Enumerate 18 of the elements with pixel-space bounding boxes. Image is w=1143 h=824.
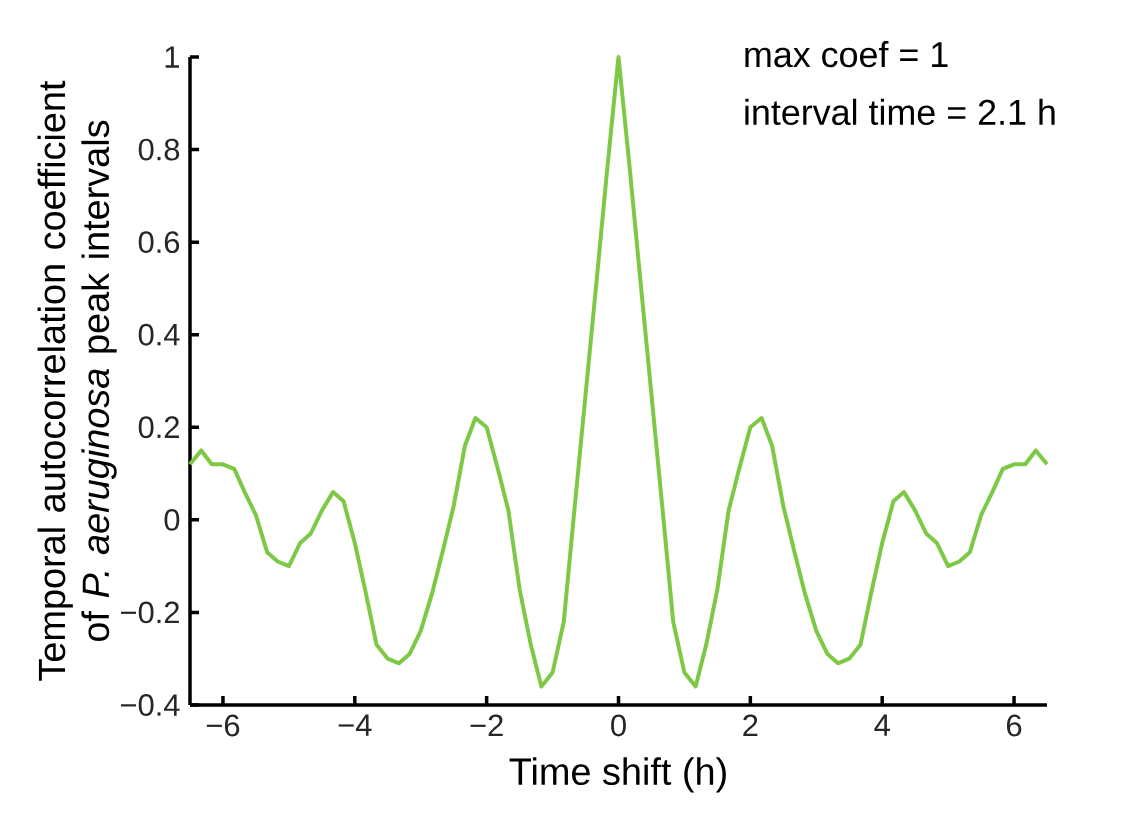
y-tick-label: 0.8: [138, 138, 180, 161]
y-tick-label: −0.4: [121, 694, 180, 716]
x-axis-title: Time shift (h): [509, 757, 726, 793]
x-tick-label: −2: [470, 714, 503, 737]
y-tick-label: 0: [164, 508, 180, 531]
x-tick-label: 4: [874, 714, 890, 736]
annotation: max coef = 1: [745, 41, 948, 68]
y-tick-label: 0.2: [138, 416, 179, 439]
annotation: interval time = 2.1 h: [745, 98, 1055, 126]
x-tick-label: −4: [338, 714, 372, 736]
y-tick-label: 1: [165, 46, 179, 68]
x-tick-label: −6: [206, 714, 240, 737]
x-tick-label: 2: [743, 714, 758, 737]
y-tick-label: 0.6: [138, 231, 180, 254]
x-tick-label: 6: [1007, 714, 1022, 737]
x-tick-label: 0: [611, 714, 626, 737]
y-tick-label: −0.2: [121, 601, 179, 624]
y-tick-label: 0.4: [138, 323, 180, 346]
